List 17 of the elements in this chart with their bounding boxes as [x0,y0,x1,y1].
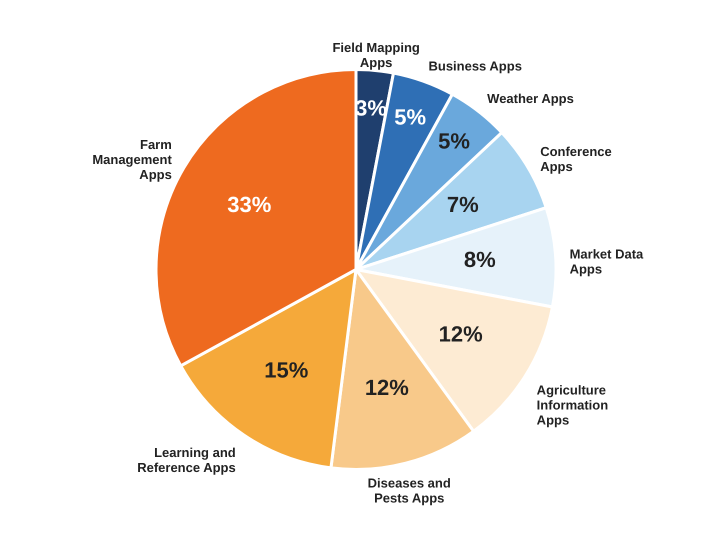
data-label: 15% [264,358,308,383]
data-label: 5% [394,104,426,130]
data-label: 8% [464,247,496,272]
slice-label: Business Apps [428,58,522,74]
slice-label: Learning and Reference Apps [137,444,236,475]
slice-label: Farm Management Apps [92,137,172,182]
data-label: 12% [438,321,483,346]
data-label: 12% [364,375,409,400]
slice-label: Conference Apps [540,144,612,174]
data-label: 5% [438,128,470,154]
slice-label: Agriculture Information Apps [536,382,608,428]
data-label: 7% [446,192,479,217]
data-label: 33% [227,192,272,217]
slice-label: Diseases and Pests Apps [368,475,451,506]
slice-label: Market Data Apps [570,246,644,277]
slice-label: Weather Apps [487,90,574,106]
slice-label: Field Mapping Apps [332,40,420,70]
